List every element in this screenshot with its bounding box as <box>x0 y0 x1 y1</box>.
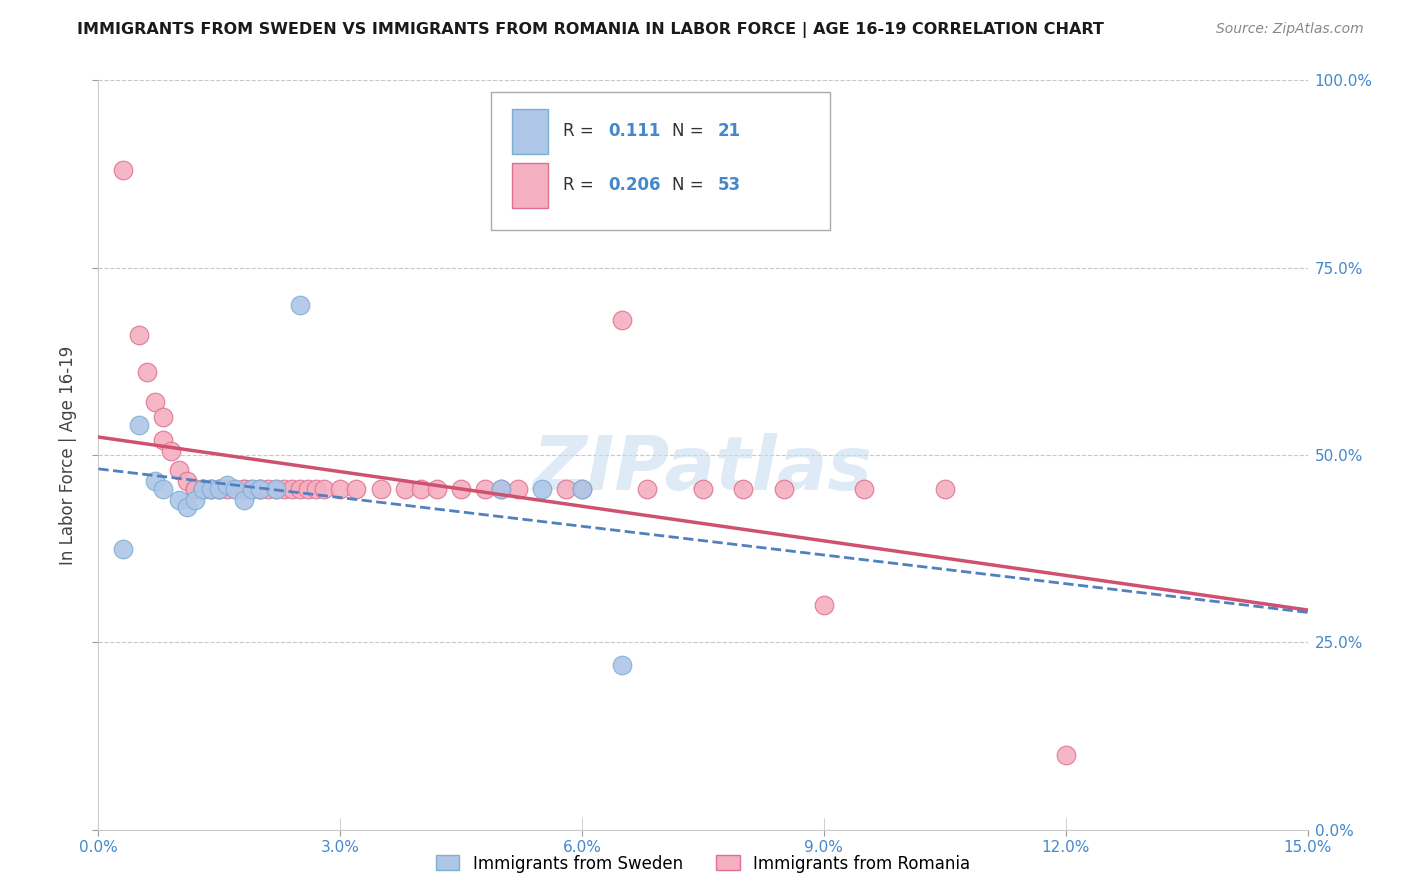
Point <box>853 482 876 496</box>
Point <box>256 482 278 496</box>
Point <box>193 482 215 496</box>
Point <box>224 482 246 496</box>
Text: N =: N = <box>672 177 709 194</box>
Point <box>370 482 392 496</box>
Point <box>934 482 956 496</box>
Point <box>733 482 755 496</box>
Point <box>305 482 328 496</box>
Point <box>329 482 352 496</box>
Point <box>208 482 231 496</box>
Point <box>491 482 513 496</box>
Point <box>143 395 166 409</box>
Point <box>240 482 263 496</box>
Point <box>200 482 222 496</box>
Point <box>111 163 134 178</box>
Point <box>193 482 215 496</box>
Point <box>152 433 174 447</box>
Point <box>160 444 183 458</box>
FancyBboxPatch shape <box>512 162 548 208</box>
Point <box>491 482 513 496</box>
Point <box>612 313 634 327</box>
Point <box>240 482 263 496</box>
Text: 0.111: 0.111 <box>609 122 661 140</box>
Point <box>217 482 239 496</box>
FancyBboxPatch shape <box>492 92 830 230</box>
Point <box>232 492 254 507</box>
Point <box>200 482 222 496</box>
Point <box>232 482 254 496</box>
Point <box>530 482 553 496</box>
Point <box>772 482 794 496</box>
Point <box>394 482 416 496</box>
Point <box>314 482 336 496</box>
Point <box>813 598 835 612</box>
Point <box>506 482 529 496</box>
Point <box>264 482 287 496</box>
Point <box>217 478 239 492</box>
Point <box>571 482 593 496</box>
Point <box>281 482 304 496</box>
Text: 0.206: 0.206 <box>609 177 661 194</box>
Point <box>200 482 222 496</box>
Text: R =: R = <box>562 177 599 194</box>
Point <box>184 492 207 507</box>
Point <box>249 482 271 496</box>
Point <box>1054 747 1077 762</box>
Text: IMMIGRANTS FROM SWEDEN VS IMMIGRANTS FROM ROMANIA IN LABOR FORCE | AGE 16-19 COR: IMMIGRANTS FROM SWEDEN VS IMMIGRANTS FRO… <box>77 22 1104 38</box>
Point <box>426 482 449 496</box>
Point <box>273 482 295 496</box>
Point <box>135 366 157 380</box>
Text: 53: 53 <box>717 177 741 194</box>
Point <box>249 482 271 496</box>
Point <box>167 463 190 477</box>
Point <box>450 482 472 496</box>
Point <box>636 482 658 496</box>
Point <box>474 482 496 496</box>
Point <box>176 500 198 515</box>
Point <box>152 482 174 496</box>
Point <box>128 417 150 432</box>
Point <box>193 482 215 496</box>
Point <box>692 482 714 496</box>
Legend: Immigrants from Sweden, Immigrants from Romania: Immigrants from Sweden, Immigrants from … <box>429 848 977 880</box>
Text: N =: N = <box>672 122 709 140</box>
Point <box>184 482 207 496</box>
Point <box>167 492 190 507</box>
Point <box>128 328 150 343</box>
Point <box>143 474 166 488</box>
Point <box>184 482 207 496</box>
Point <box>152 410 174 425</box>
Text: Source: ZipAtlas.com: Source: ZipAtlas.com <box>1216 22 1364 37</box>
Point <box>288 482 311 496</box>
Point <box>249 482 271 496</box>
FancyBboxPatch shape <box>512 109 548 153</box>
Point <box>612 657 634 672</box>
Point <box>264 482 287 496</box>
Point <box>224 482 246 496</box>
Text: ZIPatlas: ZIPatlas <box>533 434 873 507</box>
Point <box>111 541 134 556</box>
Point <box>288 298 311 312</box>
Point <box>297 482 319 496</box>
Point <box>176 474 198 488</box>
Point <box>232 482 254 496</box>
Point <box>344 482 367 496</box>
Point <box>555 482 578 496</box>
Point <box>409 482 432 496</box>
Y-axis label: In Labor Force | Age 16-19: In Labor Force | Age 16-19 <box>59 345 77 565</box>
Text: R =: R = <box>562 122 599 140</box>
Point <box>208 482 231 496</box>
Point <box>571 482 593 496</box>
Text: 21: 21 <box>717 122 741 140</box>
Point <box>208 482 231 496</box>
